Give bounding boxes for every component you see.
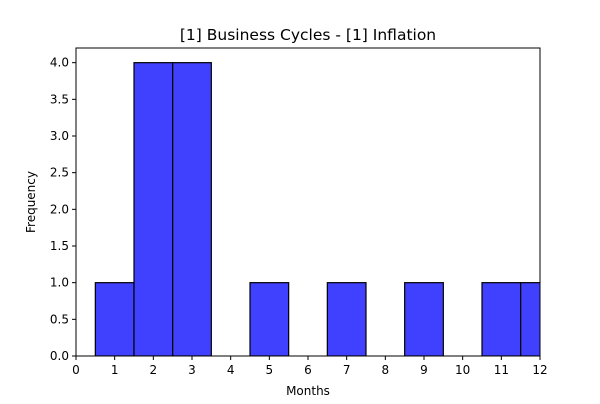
- histogram-bar: [172, 62, 212, 356]
- histogram-bar: [94, 282, 135, 356]
- x-tick-label: 9: [420, 363, 428, 377]
- bars-layer: [94, 62, 540, 356]
- y-tick-label: 1.0: [50, 276, 69, 290]
- x-tick-label: 3: [188, 363, 196, 377]
- y-tick-label: 2.5: [50, 166, 69, 180]
- x-tick-label: 1: [111, 363, 119, 377]
- chart-title: [1] Business Cycles - [1] Inflation: [180, 26, 436, 44]
- y-tick-label: 3.5: [50, 92, 69, 106]
- x-tick-label: 2: [150, 363, 158, 377]
- x-axis-label: Months: [286, 384, 330, 398]
- y-tick-label: 0.0: [50, 349, 69, 363]
- x-tick-label: 8: [382, 363, 390, 377]
- x-tick-label: 7: [343, 363, 351, 377]
- x-tick-label: 5: [266, 363, 274, 377]
- histogram-bar: [481, 282, 522, 356]
- x-tick-label: 6: [304, 363, 312, 377]
- histogram-bar: [404, 282, 444, 356]
- x-tick-label: 10: [455, 363, 470, 377]
- y-axis-label: Frequency: [24, 171, 38, 233]
- y-axis: 0.0 0.5 1.0 1.5 2.0 2.5 3.0 3.5 4.0: [50, 56, 76, 363]
- y-tick-label: 2.0: [50, 202, 69, 216]
- histogram-bar: [520, 282, 540, 356]
- y-tick-label: 3.0: [50, 129, 69, 143]
- y-tick-label: 1.5: [50, 239, 69, 253]
- x-tick-label: 4: [227, 363, 235, 377]
- histogram-bar: [249, 282, 290, 356]
- x-tick-label: 12: [532, 363, 547, 377]
- x-axis: 0 1 2 3 4 5 6 7 8 9 10 11 12: [72, 356, 548, 377]
- histogram-bar: [133, 62, 174, 356]
- x-tick-label: 11: [494, 363, 509, 377]
- y-tick-label: 0.5: [50, 312, 69, 326]
- y-tick-label: 4.0: [50, 56, 69, 70]
- histogram-bar: [326, 282, 367, 356]
- x-tick-label: 0: [72, 363, 80, 377]
